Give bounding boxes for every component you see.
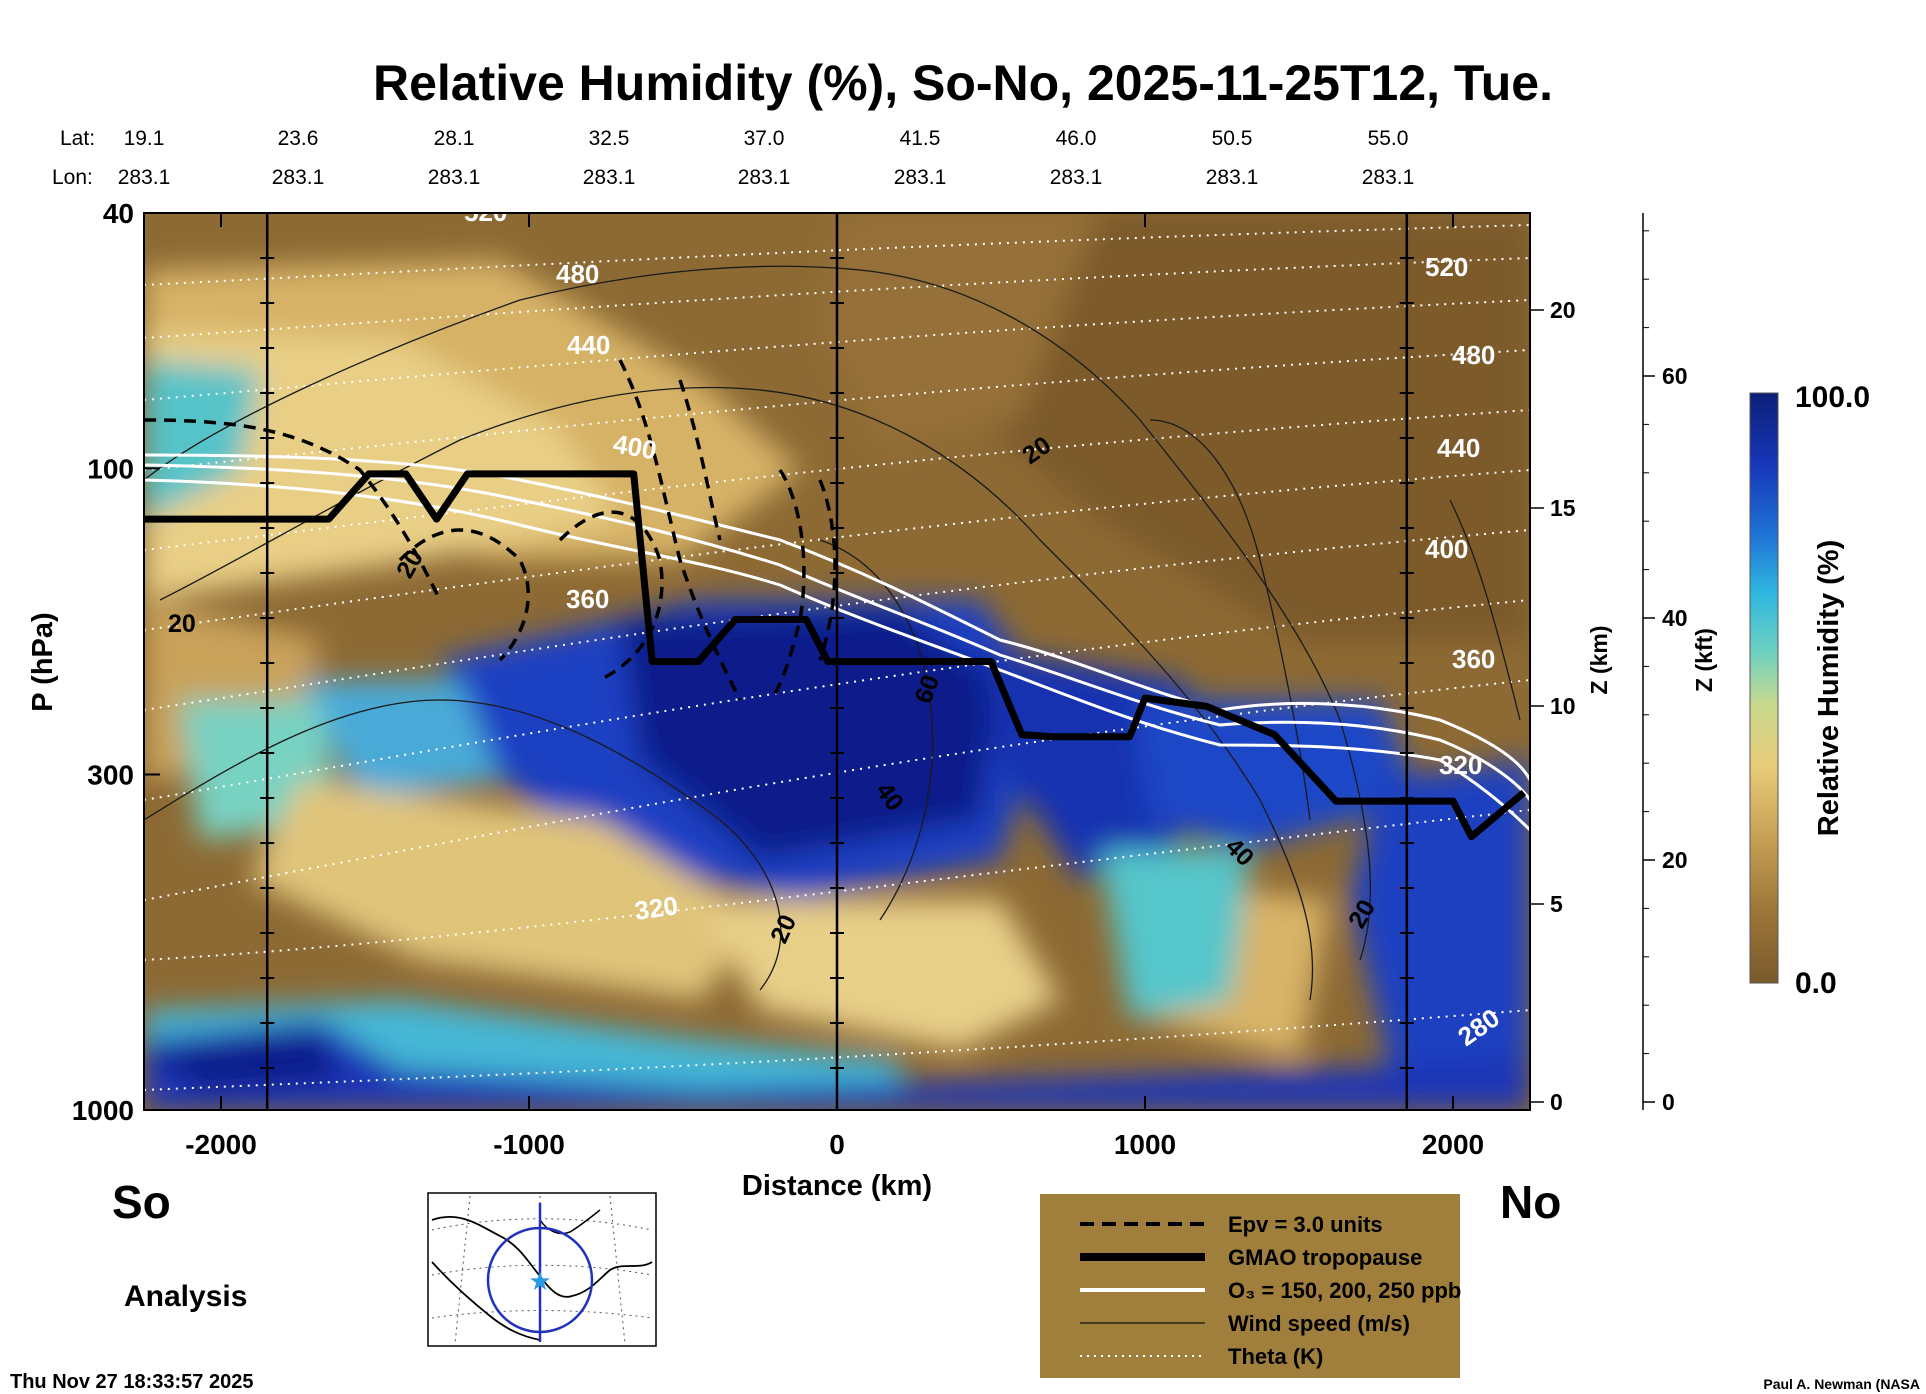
z-km-tick-label: 15 — [1550, 495, 1576, 521]
center-star-icon: ★ — [528, 1266, 551, 1296]
theta-line — [144, 299, 1530, 401]
lon-value: 283.1 — [118, 166, 171, 189]
humidity-field — [144, 213, 1530, 1110]
z-km-tick-label: 10 — [1550, 693, 1576, 719]
theta-line — [144, 679, 1530, 901]
theta-line — [144, 224, 1530, 286]
lon-value: 283.1 — [1362, 166, 1415, 189]
z-kft-axis: 0 20 40 60 — [1643, 230, 1688, 1115]
lat-lon-header: Lat: Lon: 19.1 23.6 28.1 32.5 37.0 41.5 46.0 50… — [52, 127, 1414, 189]
legend-label: Theta (K) — [1228, 1344, 1323, 1369]
legend: Epv = 3.0 units GMAO tropopause O₃ = 150, … — [1040, 1194, 1461, 1378]
z-km-axis-label: Z (km) — [1586, 626, 1612, 695]
lon-value: 283.1 — [738, 166, 791, 189]
theta-label: 440 — [567, 330, 610, 360]
theta-label: 400 — [1425, 534, 1468, 564]
analysis-label: Analysis — [124, 1280, 247, 1313]
z-kft-tick-label: 60 — [1662, 363, 1688, 389]
legend-label: O₃ = 150, 200, 250 ppb — [1228, 1278, 1461, 1303]
theta-line — [144, 529, 1530, 711]
lat-value: 46.0 — [1056, 127, 1097, 150]
lon-value: 283.1 — [428, 166, 481, 189]
lat-label: Lat: — [60, 127, 95, 150]
x-tick-label: 0 — [829, 1129, 845, 1160]
lon-value: 283.1 — [583, 166, 636, 189]
lat-value: 32.5 — [589, 127, 630, 150]
z-km-tick-label: 0 — [1550, 1089, 1563, 1115]
z-kft-axis-label: Z (kft) — [1691, 628, 1717, 692]
lon-value: 283.1 — [272, 166, 325, 189]
theta-labels: 520 480 440 400 360 320 520 480 440 400 … — [464, 197, 1505, 1052]
x-axis: -2000 -1000 0 1000 2000 — [185, 213, 1484, 1160]
z-kft-tick-label: 40 — [1662, 605, 1688, 631]
theta-label: 320 — [633, 890, 680, 926]
z-km-axis: 0 5 10 15 20 — [1530, 297, 1576, 1115]
x-tick-label: 1000 — [1114, 1129, 1176, 1160]
theta-line — [144, 257, 1530, 339]
z-kft-tick-label: 0 — [1662, 1089, 1675, 1115]
vertical-reference-lines — [260, 213, 1414, 1110]
lon-values: 283.1 283.1 283.1 283.1 283.1 283.1 283.1 283.1… — [118, 166, 1415, 189]
lon-label: Lon: — [52, 166, 93, 189]
theta-label: 520 — [1425, 252, 1468, 282]
lon-value: 283.1 — [1050, 166, 1103, 189]
y-tick-label: 40 — [103, 198, 134, 229]
theta-label: 440 — [1437, 433, 1480, 463]
colorbar-label: Relative Humidity (%) — [1813, 540, 1845, 837]
x-tick-label: -1000 — [493, 1129, 565, 1160]
lat-value: 50.5 — [1212, 127, 1253, 150]
z-km-tick-label: 20 — [1550, 297, 1576, 323]
lon-value: 283.1 — [1206, 166, 1259, 189]
y-tick-label: 100 — [87, 453, 134, 484]
epv-contours — [144, 359, 837, 702]
wind-label: 20 — [168, 610, 196, 638]
theta-line — [144, 809, 1530, 961]
y-axis: 40 100 300 1000 — [72, 198, 160, 1126]
theta-label: 320 — [1439, 750, 1482, 780]
lat-value: 23.6 — [278, 127, 319, 150]
lat-value: 28.1 — [434, 127, 475, 150]
lat-values: 19.1 23.6 28.1 32.5 37.0 41.5 46.0 50.5 55.0 — [124, 127, 1409, 150]
lon-value: 283.1 — [894, 166, 947, 189]
south-label: So — [112, 1176, 171, 1228]
legend-label: GMAO tropopause — [1228, 1245, 1422, 1270]
legend-label: Wind speed (m/s) — [1228, 1311, 1410, 1336]
lat-value: 19.1 — [124, 127, 165, 150]
theta-line — [144, 349, 1530, 471]
lat-value: 55.0 — [1368, 127, 1409, 150]
theta-label: 480 — [1452, 340, 1495, 370]
lat-value: 37.0 — [744, 127, 785, 150]
lat-value: 41.5 — [900, 127, 941, 150]
theta-label: 400 — [611, 428, 659, 465]
colorbar — [1749, 392, 1779, 984]
theta-contours — [144, 224, 1530, 1091]
y-tick-label: 1000 — [72, 1095, 134, 1126]
north-label: No — [1500, 1176, 1561, 1228]
z-kft-tick-label: 20 — [1662, 847, 1688, 873]
y-axis-label: P (hPa) — [27, 612, 59, 711]
tropopause-line — [144, 470, 1527, 841]
legend-label: Epv = 3.0 units — [1228, 1212, 1383, 1237]
x-tick-label: 2000 — [1422, 1129, 1484, 1160]
theta-label: 360 — [566, 584, 609, 614]
theta-label: 360 — [1452, 644, 1495, 674]
x-tick-label: -2000 — [185, 1129, 257, 1160]
locator-map: ★ — [427, 1192, 657, 1347]
x-axis-label: Distance (km) — [742, 1170, 932, 1202]
chart-title: Relative Humidity (%), So-No, 2025-11-25… — [373, 55, 1553, 111]
z-km-tick-label: 5 — [1550, 891, 1563, 917]
theta-line — [144, 1009, 1530, 1091]
theta-label: 480 — [556, 259, 599, 289]
colorbar-min-label: 0.0 — [1795, 967, 1837, 1000]
timestamp: Thu Nov 27 18:33:57 2025 — [10, 1371, 253, 1393]
colorbar-max-label: 100.0 — [1795, 381, 1870, 414]
credit: Paul A. Newman (NASA — [1763, 1376, 1920, 1392]
y-tick-label: 300 — [87, 759, 134, 790]
